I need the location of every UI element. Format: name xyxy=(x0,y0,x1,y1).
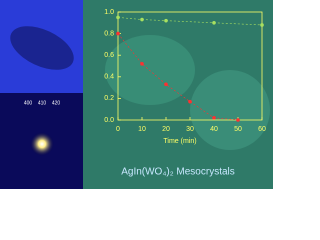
data-point xyxy=(236,118,240,122)
diffraction-index: 410 xyxy=(38,100,47,106)
texture xyxy=(190,70,270,150)
x-tick-label: 30 xyxy=(186,126,194,133)
x-tick-label: 20 xyxy=(162,126,170,133)
page: {"chart_data": {"type": "line", "title":… xyxy=(0,0,273,189)
crystal xyxy=(10,26,74,70)
chart: AgIn(WO₄)₂ Mesocrystals Time (min) 0.0 0.… xyxy=(0,0,273,189)
x-axis-label: Time (min) xyxy=(163,138,196,145)
data-point xyxy=(212,116,216,120)
y-tick-label: 0.6 xyxy=(104,52,114,59)
x-tick-label: 50 xyxy=(234,126,242,133)
data-point xyxy=(164,18,168,23)
data-point xyxy=(164,82,168,87)
y-tick-label: 0.8 xyxy=(104,30,114,37)
x-tick-label: 60 xyxy=(258,126,266,133)
y-tick-label: 0.2 xyxy=(104,95,114,102)
x-tick-label: 0 xyxy=(116,126,120,133)
diffraction-index: 400 xyxy=(24,100,33,106)
data-point xyxy=(212,21,216,25)
data-point xyxy=(140,62,144,66)
y-tick-label: 1.0 xyxy=(104,9,114,16)
chart-title: AgIn(WO₄)₂ Mesocrystals xyxy=(121,167,235,178)
x-tick-label: 10 xyxy=(138,126,146,133)
y-tick-label: 0.0 xyxy=(104,117,114,124)
data-point xyxy=(188,99,192,104)
texture xyxy=(105,35,195,105)
data-point xyxy=(140,17,144,22)
y-tick-label: 0.4 xyxy=(104,74,114,81)
data-point xyxy=(116,15,120,20)
x-tick-label: 40 xyxy=(210,126,218,133)
diffraction-index: 420 xyxy=(52,100,61,106)
diffraction-spot xyxy=(30,132,54,156)
data-point xyxy=(116,31,120,36)
series-line xyxy=(117,33,239,121)
data-point xyxy=(260,23,264,27)
